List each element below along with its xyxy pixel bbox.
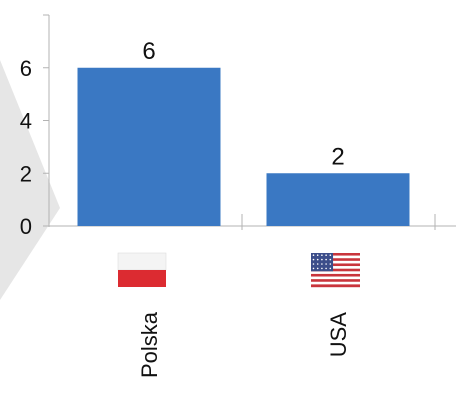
y-tick-label: 6 [20, 56, 32, 81]
flag-usa-stripe [311, 281, 360, 285]
flag-usa-star [321, 258, 323, 261]
flag-usa-star [316, 263, 319, 265]
watermark-arrow-shape [0, 60, 60, 300]
flag-usa-canton [311, 253, 334, 272]
flag-usa-stripe [311, 268, 360, 272]
y-tick-label: 4 [20, 109, 32, 134]
flag-usa-stripe [311, 279, 360, 282]
flag-usa-star [329, 267, 332, 270]
flag-usa-stripe [311, 253, 360, 256]
y-tick-label: 2 [20, 161, 32, 186]
x-tick-label-polska: Polska [137, 311, 162, 378]
flag-usa-star [321, 254, 323, 256]
flag-usa-star [321, 267, 323, 270]
flag-usa-icon [311, 253, 360, 288]
flag-usa-star [329, 258, 332, 261]
flag-usa-stripe [311, 258, 360, 262]
data-label: 2 [331, 143, 344, 170]
data-label: 6 [142, 38, 155, 65]
flag-usa-star [312, 263, 315, 265]
flag-poland-white-band [117, 252, 167, 271]
flag-usa-star [316, 267, 319, 270]
flag-usa-star [316, 258, 319, 261]
flag-usa-star [325, 267, 327, 270]
flag-usa-star [329, 254, 332, 256]
bar-polska [77, 67, 221, 226]
flag-usa-stripe [311, 266, 360, 269]
flag-usa-stripe [311, 255, 360, 259]
flag-usa-star [312, 258, 315, 261]
flag-usa-star [325, 254, 327, 256]
flag-usa-star [329, 263, 332, 265]
flag-usa-stripe [311, 263, 360, 267]
flag-usa-stripe [311, 276, 360, 280]
x-tick-label-usa: USA [326, 312, 351, 358]
flag-usa-stripe [311, 273, 360, 277]
y-tick-label: 0 [20, 214, 32, 239]
flag-usa-star [312, 267, 315, 270]
flag-usa-star [312, 254, 315, 256]
flag-usa-stripe [311, 271, 360, 275]
flag-poland-red-band [118, 270, 166, 287]
flag-usa-star [325, 263, 327, 265]
flag-usa-star [325, 258, 327, 261]
flag-poland-icon [117, 252, 167, 287]
flag-usa-stripe [311, 284, 360, 288]
bar-usa [266, 173, 410, 226]
flag-usa-star [321, 263, 323, 265]
flag-usa-stripe [311, 260, 360, 264]
flag-usa-star [316, 254, 319, 256]
